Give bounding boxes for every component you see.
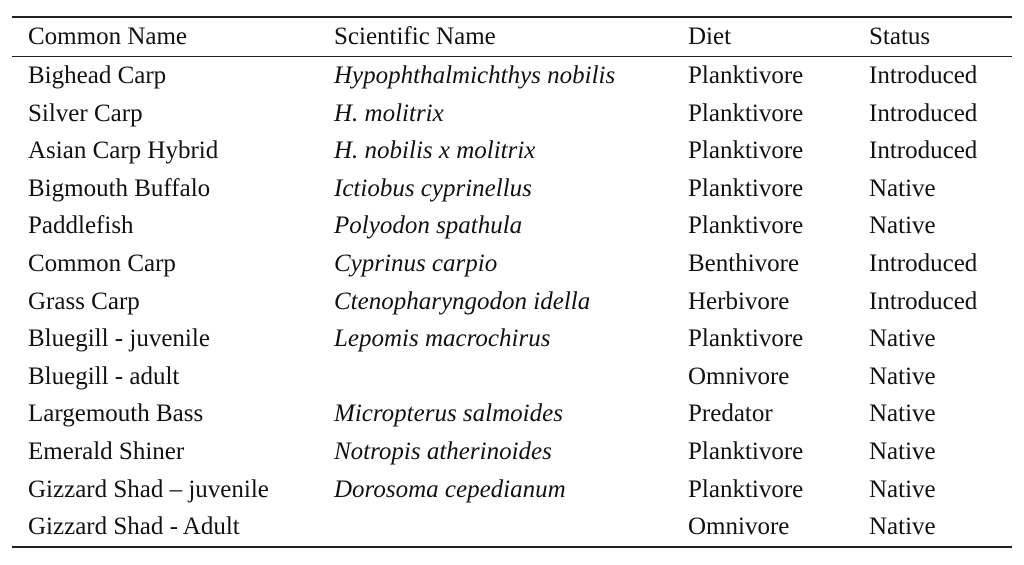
table-row: Asian Carp Hybrid H. nobilis x molitrix Pl… — [12, 132, 1012, 170]
header-rule — [12, 56, 1012, 57]
top-rule — [12, 16, 1012, 18]
table-row: Bigmouth Buffalo Ictiobus cyprinellus Plan… — [12, 170, 1012, 208]
diet-cell: Planktivore — [688, 325, 804, 353]
header-scientific-name: Scientific Name — [334, 23, 496, 50]
status-cell: Native — [869, 174, 936, 202]
table-row: Gizzard Shad - Adult Omnivore Native — [12, 508, 1012, 546]
species-table-container: Common Name Scientific Name Diet Status … — [12, 16, 1012, 548]
diet-cell: Planktivore — [688, 437, 804, 465]
scientific-name-cell: Polyodon spathula — [334, 212, 523, 240]
common-name-cell: Gizzard Shad – juvenile — [28, 475, 269, 503]
common-name-cell: Emerald Shiner — [28, 437, 185, 465]
table-row: Common Carp Cyprinus carpio Benthivore Intr… — [12, 245, 1012, 283]
status-cell: Native — [869, 212, 936, 240]
status-cell: Native — [869, 437, 936, 465]
common-name-cell: Grass Carp — [28, 287, 140, 315]
scientific-name-cell: Ctenopharyngodon idella — [334, 287, 591, 315]
bottom-rule — [12, 545, 1012, 548]
common-name-cell: Asian Carp Hybrid — [28, 137, 219, 165]
common-name-cell: Common Carp — [28, 249, 176, 277]
status-cell: Introduced — [869, 99, 978, 127]
common-name-cell: Silver Carp — [28, 99, 143, 127]
diet-cell: Omnivore — [688, 362, 790, 390]
diet-cell: Planktivore — [688, 62, 804, 89]
common-name-cell: Bighead Carp — [28, 62, 167, 89]
scientific-name-cell: Micropterus salmoides — [334, 400, 563, 428]
common-name-cell: Bluegill - juvenile — [28, 325, 210, 353]
table-row: Bluegill - juvenile Lepomis macrochirus Pl… — [12, 320, 1012, 358]
common-name-cell: Paddlefish — [28, 212, 134, 240]
table-row: Silver Carp H. molitrix Planktivore Introdu… — [12, 95, 1012, 133]
common-name-cell: Bigmouth Buffalo — [28, 174, 211, 202]
status-cell: Introduced — [869, 287, 978, 315]
status-cell: Introduced — [869, 137, 978, 165]
table-header: Common Name Scientific Name Diet Status — [12, 18, 1012, 56]
scientific-name-cell: Lepomis macrochirus — [334, 325, 551, 353]
scientific-name-cell: Dorosoma cepedianum — [334, 475, 566, 503]
status-cell: Native — [869, 400, 936, 428]
table-row: Bluegill - adult Omnivore Native — [12, 358, 1012, 396]
species-table: Common Name Scientific Name Diet Status — [12, 18, 1012, 56]
diet-cell: Predator — [688, 400, 773, 428]
diet-cell: Planktivore — [688, 99, 804, 127]
scientific-name-cell: Hypophthalmichthys nobilis — [334, 62, 616, 89]
scientific-name-cell — [318, 508, 672, 546]
table-row: Grass Carp Ctenopharyngodon idella Herbivo… — [12, 283, 1012, 321]
table-body: Bighead Carp Hypophthalmichthys nobilis Pl… — [12, 57, 1012, 546]
status-cell: Native — [869, 325, 936, 353]
status-cell: Native — [869, 362, 936, 390]
header-common-name: Common Name — [28, 23, 188, 50]
table-row: Largemouth Bass Micropterus salmoides Pred… — [12, 395, 1012, 433]
scientific-name-cell — [318, 358, 672, 396]
diet-cell: Planktivore — [688, 212, 804, 240]
scientific-name-cell: H. molitrix — [334, 99, 444, 127]
table-row: Gizzard Shad – juvenile Dorosoma cepedian… — [12, 471, 1012, 509]
status-cell: Native — [869, 513, 936, 541]
scientific-name-cell: Notropis atherinoides — [334, 437, 552, 465]
diet-cell: Planktivore — [688, 137, 804, 165]
diet-cell: Omnivore — [688, 513, 790, 541]
status-cell: Native — [869, 475, 936, 503]
header-row: Common Name Scientific Name Diet Status — [12, 18, 1012, 56]
header-status: Status — [869, 23, 931, 50]
status-cell: Introduced — [869, 62, 978, 89]
diet-cell: Herbivore — [688, 287, 790, 315]
common-name-cell: Bluegill - adult — [28, 362, 180, 390]
common-name-cell: Largemouth Bass — [28, 400, 204, 428]
common-name-cell: Gizzard Shad - Adult — [28, 513, 240, 541]
table-row: Paddlefish Polyodon spathula Planktivore Na… — [12, 207, 1012, 245]
table-row: Bighead Carp Hypophthalmichthys nobilis Pl… — [12, 57, 1012, 95]
header-diet: Diet — [688, 23, 732, 50]
scientific-name-cell: Ictiobus cyprinellus — [334, 174, 532, 202]
scientific-name-cell: Cyprinus carpio — [334, 249, 498, 277]
diet-cell: Benthivore — [688, 249, 800, 277]
diet-cell: Planktivore — [688, 174, 804, 202]
status-cell: Introduced — [869, 249, 978, 277]
species-table-body: Bighead Carp Hypophthalmichthys nobilis Pl… — [12, 57, 1012, 546]
diet-cell: Planktivore — [688, 475, 804, 503]
table-row: Emerald Shiner Notropis atherinoides Plank… — [12, 433, 1012, 471]
scientific-name-cell: H. nobilis x molitrix — [334, 137, 536, 165]
